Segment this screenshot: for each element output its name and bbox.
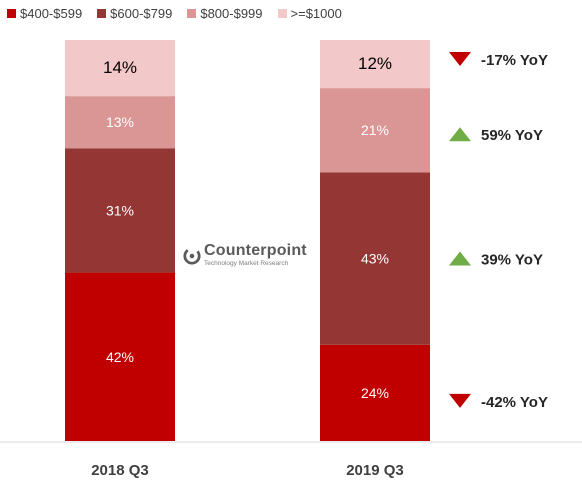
counterpoint-logo-icon bbox=[183, 246, 201, 265]
yoy-down-arrow-icon-400-599 bbox=[449, 393, 471, 408]
logo-name: Counterpoint bbox=[204, 242, 307, 259]
data-label-1000-2018-q3: 14% bbox=[103, 58, 137, 77]
data-label-1000-2019-q3: 12% bbox=[358, 54, 392, 73]
bar-1000-2019-q3 bbox=[320, 40, 430, 89]
data-label-400-599-2019-q3: 24% bbox=[361, 385, 389, 401]
yoy-label-1000: -17% YoY bbox=[481, 52, 548, 69]
legend-label-1000-plus: >=$1000 bbox=[290, 5, 342, 21]
yoy-down-arrow-icon-1000 bbox=[449, 52, 471, 67]
data-label-800-999-2019-q3: 21% bbox=[361, 122, 389, 138]
yoy-label-800-999: 59% YoY bbox=[481, 127, 543, 144]
legend-swatch-600-799 bbox=[97, 8, 107, 18]
legend-item-800-999: $800-$999 bbox=[187, 5, 263, 21]
chart-legend: $400-$599 $600-$799 $800-$999 >=$1000 bbox=[0, 3, 350, 23]
yoy-up-arrow-icon-600-799 bbox=[449, 251, 471, 266]
legend-swatch-400-599 bbox=[7, 8, 16, 18]
legend-label-800-999: $800-$999 bbox=[200, 5, 263, 21]
bar-600-799-2018-q3 bbox=[65, 148, 175, 273]
yoy-label-600-799: 39% YoY bbox=[481, 252, 543, 269]
bar-400-599-2019-q3 bbox=[320, 344, 430, 441]
data-label-600-799-2018-q3: 31% bbox=[106, 202, 134, 218]
legend-item-600-799: $600-$799 bbox=[97, 6, 172, 21]
bar-400-599-2018-q3 bbox=[65, 272, 175, 441]
legend-item-1000-plus: >=$1000 bbox=[277, 5, 342, 21]
x-tick-label-2018-q3: 2018 Q3 bbox=[91, 462, 149, 479]
counterpoint-logo: Counterpoint Technology Market Research bbox=[183, 243, 307, 268]
legend-label-600-799: $600-$799 bbox=[110, 5, 173, 21]
x-tick-label-2019-q3: 2019 Q3 bbox=[346, 462, 404, 479]
data-label-800-999-2018-q3: 13% bbox=[106, 114, 134, 130]
bar-800-999-2018-q3 bbox=[65, 96, 175, 149]
legend-label-400-599: $400-$599 bbox=[20, 5, 83, 21]
legend-item-400-599: $400-$599 bbox=[7, 6, 82, 21]
legend-swatch-1000-plus bbox=[277, 8, 287, 18]
legend-swatch-800-999 bbox=[187, 8, 197, 18]
bar-1000-2018-q3 bbox=[65, 40, 175, 97]
bar-600-799-2019-q3 bbox=[320, 172, 430, 345]
logo-tagline: Technology Market Research bbox=[204, 260, 289, 267]
data-label-600-799-2019-q3: 43% bbox=[361, 251, 389, 267]
data-label-400-599-2018-q3: 42% bbox=[106, 349, 134, 365]
yoy-up-arrow-icon-800-999 bbox=[449, 127, 471, 142]
yoy-label-400-599: -42% YoY bbox=[481, 394, 548, 411]
bar-800-999-2019-q3 bbox=[320, 88, 430, 173]
